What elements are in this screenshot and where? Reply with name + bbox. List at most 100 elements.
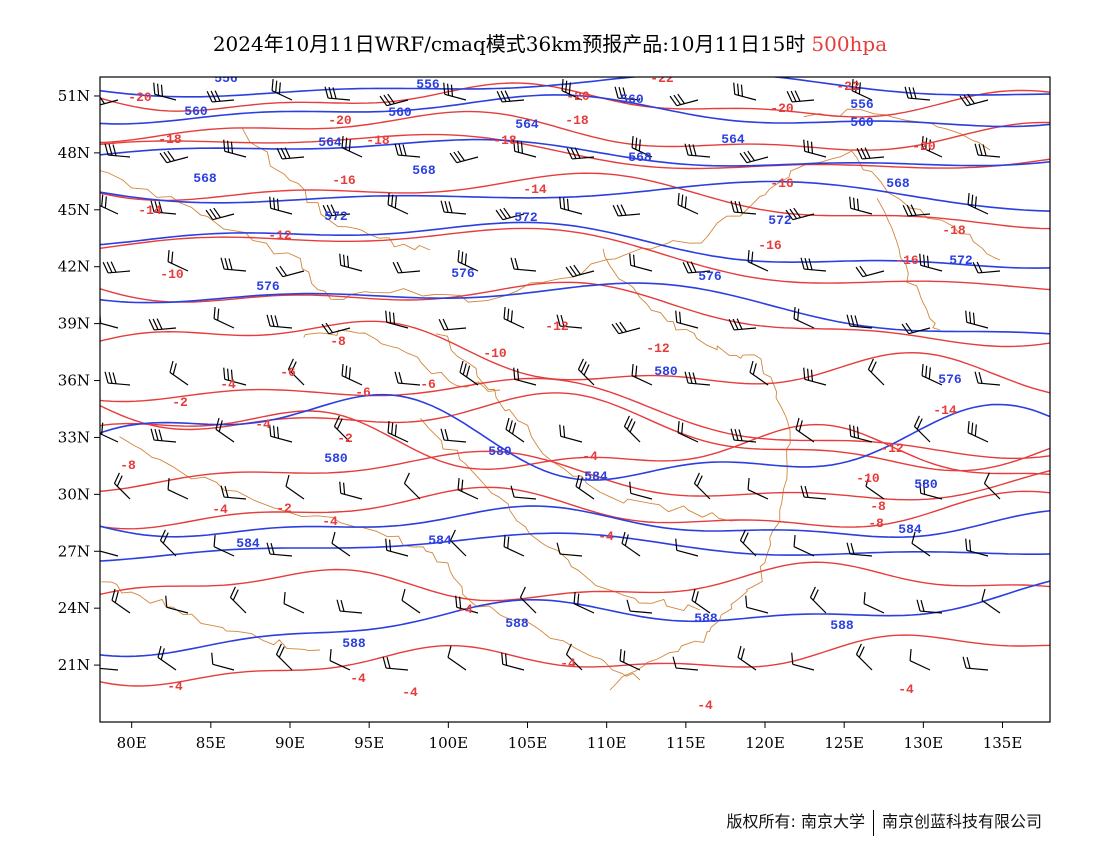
wind-barb	[329, 648, 351, 671]
temperature-contour-line	[100, 320, 1050, 394]
wind-barb	[271, 78, 293, 101]
wind-barb	[321, 322, 351, 335]
wind-barb	[438, 318, 467, 331]
wind-barb	[916, 599, 943, 614]
boundary-line	[241, 127, 431, 251]
wind-barb	[167, 477, 189, 500]
wind-barb	[513, 139, 537, 158]
wind-barb	[730, 428, 757, 443]
wind-barb	[967, 192, 989, 215]
longitude-axis: 80E 85E 90E 95E 100E 105E 110E 115E 120E 125E 130E…	[117, 722, 1022, 752]
boundary-line	[420, 418, 701, 612]
temperature-contour-label: -8	[870, 499, 886, 514]
temperature-contour-label: -2	[172, 395, 188, 410]
wind-barb	[496, 90, 525, 103]
wind-barb	[739, 529, 757, 557]
wind-barb	[611, 321, 641, 335]
wind-barb	[672, 656, 699, 671]
height-contour-label: 556	[416, 77, 440, 92]
temperature-contour-label: -20	[770, 101, 794, 116]
temperature-contour-line	[100, 172, 1050, 230]
wind-barb	[104, 143, 131, 158]
temperature-contour-line	[100, 561, 1050, 602]
wind-barb	[974, 371, 1001, 386]
wind-barb	[275, 643, 293, 671]
wind-barb	[728, 318, 757, 331]
wind-barb	[440, 428, 467, 443]
wind-barb	[691, 588, 711, 614]
wind-barb	[855, 643, 873, 671]
lat-tick-label: 21N	[58, 656, 90, 674]
boundary-line	[435, 333, 741, 522]
wind-barb	[505, 417, 525, 443]
wind-barb	[457, 249, 479, 272]
temperature-contour-label: -12	[268, 228, 292, 243]
wind-barb	[382, 656, 409, 671]
wind-barb	[849, 196, 873, 215]
height-contour-line	[100, 282, 1050, 335]
wind-barb	[339, 481, 363, 500]
wind-barb	[623, 415, 641, 443]
temperature-contour-label: -16	[332, 173, 356, 188]
lat-tick-label: 30N	[58, 485, 90, 503]
wind-barb	[150, 428, 177, 443]
height-contour-label: 588	[342, 636, 366, 651]
wind-barb	[403, 472, 421, 500]
wind-barb	[684, 143, 711, 158]
wind-barb	[324, 86, 351, 101]
height-contour-label: 584	[584, 469, 608, 484]
boundary-line	[876, 198, 941, 331]
wind-barb	[677, 420, 699, 443]
wind-barb	[559, 424, 583, 443]
wind-barb	[800, 257, 827, 272]
wind-barb	[385, 310, 409, 329]
temperature-contour-label: -4	[220, 377, 236, 392]
temperature-contour-label: -20	[128, 90, 152, 105]
lat-tick-label: 36N	[58, 372, 90, 390]
wind-barb	[394, 371, 421, 386]
wind-barb	[459, 360, 479, 386]
temperature-contour-label: -18	[942, 223, 966, 238]
wind-barb	[921, 363, 943, 386]
wind-barb	[336, 599, 363, 614]
lon-tick-label: 100E	[429, 734, 469, 752]
height-contour-line	[100, 180, 1050, 212]
wind-barb	[100, 422, 119, 443]
temperature-contour-line	[100, 281, 1050, 348]
wind-barb	[803, 139, 827, 158]
wind-barb	[631, 135, 653, 158]
wind-barb	[965, 310, 989, 329]
height-contour-line	[100, 138, 1050, 167]
wind-barb	[148, 318, 177, 331]
wind-barb	[215, 417, 235, 443]
temperature-contour-label: -4	[898, 682, 914, 697]
wind-barb	[965, 538, 989, 557]
temperature-contour-label: -10	[856, 471, 880, 486]
temperature-contour-label: -18	[493, 133, 517, 148]
temperature-contour-label: -16	[770, 176, 794, 191]
temperature-contour-label: -14	[523, 182, 547, 197]
wind-barb	[159, 529, 177, 557]
wind-barb	[447, 645, 467, 671]
wind-barb	[737, 645, 757, 671]
lon-tick-label: 130E	[904, 734, 944, 752]
wind-barb	[401, 588, 421, 614]
wind-barb	[269, 196, 293, 215]
wind-barb	[730, 200, 757, 215]
wind-barb	[379, 93, 409, 107]
temperature-contour-label: -14	[138, 203, 162, 218]
temperature-contour-line	[100, 82, 1050, 118]
temperature-contours	[100, 82, 1050, 687]
wind-barb	[495, 207, 525, 221]
wind-barb	[675, 538, 699, 557]
height-contour-label: 576	[451, 266, 475, 281]
height-contour-label: 572	[324, 209, 348, 224]
wind-barb	[503, 306, 525, 329]
wind-barb	[157, 645, 177, 671]
height-contour-label: 580	[488, 444, 512, 459]
wind-barb	[566, 147, 595, 160]
wind-barb	[100, 667, 119, 671]
lat-tick-label: 42N	[58, 258, 90, 276]
lon-tick-label: 95E	[354, 734, 384, 752]
wind-barb	[575, 474, 595, 500]
